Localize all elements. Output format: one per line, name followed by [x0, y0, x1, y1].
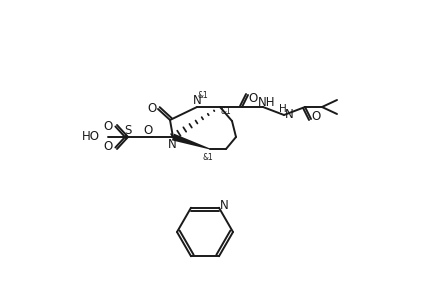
Text: O: O [312, 110, 320, 123]
Text: N: N [219, 199, 228, 212]
Text: S: S [124, 124, 132, 138]
Text: NH: NH [258, 95, 276, 109]
Text: O: O [103, 121, 113, 133]
Text: &1: &1 [202, 152, 213, 161]
Text: HO: HO [82, 131, 100, 143]
Text: O: O [148, 102, 156, 116]
Text: O: O [103, 140, 113, 154]
Text: O: O [143, 124, 152, 138]
Text: O: O [249, 91, 257, 105]
Polygon shape [172, 134, 210, 150]
Text: N: N [168, 138, 177, 150]
Text: &1: &1 [198, 91, 208, 100]
Text: &1: &1 [221, 107, 232, 116]
Text: N: N [193, 93, 202, 107]
Text: H: H [279, 104, 287, 114]
Text: N: N [285, 107, 293, 121]
